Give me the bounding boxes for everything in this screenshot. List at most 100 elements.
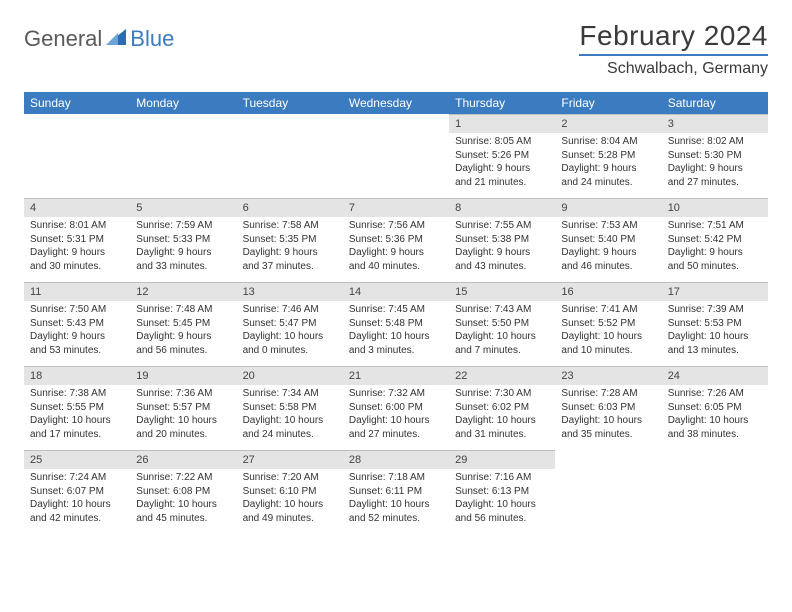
calendar-day-cell (555, 450, 661, 534)
header: General Blue February 2024 Schwalbach, G… (24, 20, 768, 78)
day-details: Sunrise: 7:20 AMSunset: 6:10 PMDaylight:… (237, 469, 343, 529)
day-number: 14 (343, 282, 449, 301)
col-header: Wednesday (343, 92, 449, 114)
calendar-day-cell: 29Sunrise: 7:16 AMSunset: 6:13 PMDayligh… (449, 450, 555, 534)
calendar-day-cell: 15Sunrise: 7:43 AMSunset: 5:50 PMDayligh… (449, 282, 555, 366)
day-number: 5 (130, 198, 236, 217)
calendar-week-row: 1Sunrise: 8:05 AMSunset: 5:26 PMDaylight… (24, 114, 768, 198)
day-details: Sunrise: 7:59 AMSunset: 5:33 PMDaylight:… (130, 217, 236, 277)
day-details: Sunrise: 8:05 AMSunset: 5:26 PMDaylight:… (449, 133, 555, 193)
calendar-day-cell: 25Sunrise: 7:24 AMSunset: 6:07 PMDayligh… (24, 450, 130, 534)
day-details: Sunrise: 7:48 AMSunset: 5:45 PMDaylight:… (130, 301, 236, 361)
calendar-day-cell: 4Sunrise: 8:01 AMSunset: 5:31 PMDaylight… (24, 198, 130, 282)
calendar-week-row: 11Sunrise: 7:50 AMSunset: 5:43 PMDayligh… (24, 282, 768, 366)
day-details: Sunrise: 7:56 AMSunset: 5:36 PMDaylight:… (343, 217, 449, 277)
calendar-day-cell: 21Sunrise: 7:32 AMSunset: 6:00 PMDayligh… (343, 366, 449, 450)
col-header: Saturday (662, 92, 768, 114)
day-details: Sunrise: 7:50 AMSunset: 5:43 PMDaylight:… (24, 301, 130, 361)
calendar-day-cell: 9Sunrise: 7:53 AMSunset: 5:40 PMDaylight… (555, 198, 661, 282)
day-details: Sunrise: 7:24 AMSunset: 6:07 PMDaylight:… (24, 469, 130, 529)
sail-icon (106, 25, 126, 41)
day-number: 6 (237, 198, 343, 217)
day-number: 3 (662, 114, 768, 133)
day-details: Sunrise: 7:53 AMSunset: 5:40 PMDaylight:… (555, 217, 661, 277)
day-details: Sunrise: 7:36 AMSunset: 5:57 PMDaylight:… (130, 385, 236, 445)
calendar-day-cell: 3Sunrise: 8:02 AMSunset: 5:30 PMDaylight… (662, 114, 768, 198)
day-details: Sunrise: 7:38 AMSunset: 5:55 PMDaylight:… (24, 385, 130, 445)
day-number: 1 (449, 114, 555, 133)
calendar-day-cell: 12Sunrise: 7:48 AMSunset: 5:45 PMDayligh… (130, 282, 236, 366)
day-details: Sunrise: 7:43 AMSunset: 5:50 PMDaylight:… (449, 301, 555, 361)
day-details: Sunrise: 7:46 AMSunset: 5:47 PMDaylight:… (237, 301, 343, 361)
calendar-day-cell: 23Sunrise: 7:28 AMSunset: 6:03 PMDayligh… (555, 366, 661, 450)
day-number: 21 (343, 366, 449, 385)
calendar-week-row: 4Sunrise: 8:01 AMSunset: 5:31 PMDaylight… (24, 198, 768, 282)
calendar-day-cell: 8Sunrise: 7:55 AMSunset: 5:38 PMDaylight… (449, 198, 555, 282)
calendar-day-cell: 17Sunrise: 7:39 AMSunset: 5:53 PMDayligh… (662, 282, 768, 366)
day-details: Sunrise: 7:45 AMSunset: 5:48 PMDaylight:… (343, 301, 449, 361)
day-details: Sunrise: 7:28 AMSunset: 6:03 PMDaylight:… (555, 385, 661, 445)
calendar-day-cell: 11Sunrise: 7:50 AMSunset: 5:43 PMDayligh… (24, 282, 130, 366)
calendar-week-row: 25Sunrise: 7:24 AMSunset: 6:07 PMDayligh… (24, 450, 768, 534)
day-details: Sunrise: 7:39 AMSunset: 5:53 PMDaylight:… (662, 301, 768, 361)
day-number: 25 (24, 450, 130, 469)
location-label: Schwalbach, Germany (579, 56, 768, 78)
day-details: Sunrise: 7:18 AMSunset: 6:11 PMDaylight:… (343, 469, 449, 529)
calendar-day-cell: 5Sunrise: 7:59 AMSunset: 5:33 PMDaylight… (130, 198, 236, 282)
day-details: Sunrise: 7:32 AMSunset: 6:00 PMDaylight:… (343, 385, 449, 445)
day-number: 29 (449, 450, 555, 469)
day-details: Sunrise: 7:34 AMSunset: 5:58 PMDaylight:… (237, 385, 343, 445)
day-details: Sunrise: 7:30 AMSunset: 6:02 PMDaylight:… (449, 385, 555, 445)
calendar-day-cell: 22Sunrise: 7:30 AMSunset: 6:02 PMDayligh… (449, 366, 555, 450)
day-number: 18 (24, 366, 130, 385)
brand-logo: General Blue (24, 20, 174, 52)
day-details: Sunrise: 7:22 AMSunset: 6:08 PMDaylight:… (130, 469, 236, 529)
title-block: February 2024 Schwalbach, Germany (579, 20, 768, 78)
day-number: 19 (130, 366, 236, 385)
day-number: 16 (555, 282, 661, 301)
day-number: 22 (449, 366, 555, 385)
day-number: 17 (662, 282, 768, 301)
day-number: 11 (24, 282, 130, 301)
day-number: 20 (237, 366, 343, 385)
brand-text-1: General (24, 26, 102, 52)
col-header: Sunday (24, 92, 130, 114)
day-details: Sunrise: 7:51 AMSunset: 5:42 PMDaylight:… (662, 217, 768, 277)
calendar-day-cell: 27Sunrise: 7:20 AMSunset: 6:10 PMDayligh… (237, 450, 343, 534)
calendar-week-row: 18Sunrise: 7:38 AMSunset: 5:55 PMDayligh… (24, 366, 768, 450)
calendar-day-cell (24, 114, 130, 198)
col-header: Monday (130, 92, 236, 114)
calendar-day-cell: 20Sunrise: 7:34 AMSunset: 5:58 PMDayligh… (237, 366, 343, 450)
day-details: Sunrise: 8:04 AMSunset: 5:28 PMDaylight:… (555, 133, 661, 193)
day-details: Sunrise: 7:58 AMSunset: 5:35 PMDaylight:… (237, 217, 343, 277)
day-details: Sunrise: 7:16 AMSunset: 6:13 PMDaylight:… (449, 469, 555, 529)
calendar-day-cell (130, 114, 236, 198)
day-number: 8 (449, 198, 555, 217)
day-number: 10 (662, 198, 768, 217)
day-number: 24 (662, 366, 768, 385)
day-number: 2 (555, 114, 661, 133)
calendar-day-cell: 2Sunrise: 8:04 AMSunset: 5:28 PMDaylight… (555, 114, 661, 198)
calendar-day-cell (237, 114, 343, 198)
day-details: Sunrise: 7:41 AMSunset: 5:52 PMDaylight:… (555, 301, 661, 361)
day-number: 13 (237, 282, 343, 301)
calendar-day-cell: 14Sunrise: 7:45 AMSunset: 5:48 PMDayligh… (343, 282, 449, 366)
calendar-day-cell: 7Sunrise: 7:56 AMSunset: 5:36 PMDaylight… (343, 198, 449, 282)
day-number: 12 (130, 282, 236, 301)
calendar-day-cell (662, 450, 768, 534)
brand-text-2: Blue (130, 26, 174, 52)
day-details: Sunrise: 8:01 AMSunset: 5:31 PMDaylight:… (24, 217, 130, 277)
day-details: Sunrise: 7:55 AMSunset: 5:38 PMDaylight:… (449, 217, 555, 277)
col-header: Friday (555, 92, 661, 114)
col-header: Thursday (449, 92, 555, 114)
calendar-day-cell: 16Sunrise: 7:41 AMSunset: 5:52 PMDayligh… (555, 282, 661, 366)
calendar-day-cell: 1Sunrise: 8:05 AMSunset: 5:26 PMDaylight… (449, 114, 555, 198)
day-number: 4 (24, 198, 130, 217)
day-number: 7 (343, 198, 449, 217)
calendar-day-cell: 18Sunrise: 7:38 AMSunset: 5:55 PMDayligh… (24, 366, 130, 450)
day-details: Sunrise: 7:26 AMSunset: 6:05 PMDaylight:… (662, 385, 768, 445)
calendar-day-cell: 6Sunrise: 7:58 AMSunset: 5:35 PMDaylight… (237, 198, 343, 282)
header-row: Sunday Monday Tuesday Wednesday Thursday… (24, 92, 768, 114)
page-title: February 2024 (579, 20, 768, 56)
calendar-table: Sunday Monday Tuesday Wednesday Thursday… (24, 92, 768, 534)
